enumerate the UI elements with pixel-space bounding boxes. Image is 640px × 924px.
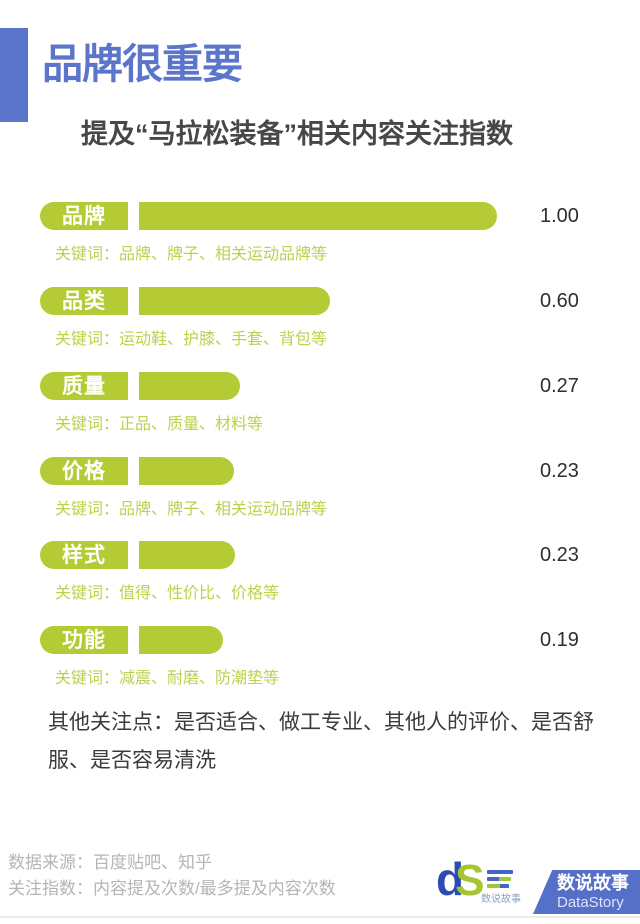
category-label: 品牌 bbox=[62, 204, 106, 228]
chart-title: 提及“马拉松装备”相关内容关注指数 bbox=[81, 119, 513, 149]
category-label: 功能 bbox=[62, 628, 106, 652]
category-pill: 价格 bbox=[40, 457, 128, 485]
value-bar bbox=[139, 541, 235, 569]
footer-notes: 数据来源：百度贴吧、知乎 关注指数：内容提及次数/最多提及内容次数 bbox=[8, 850, 336, 902]
chart-row-brand: 品牌 1.00 关键词：品牌、牌子、相关运动品牌等 bbox=[0, 202, 640, 272]
keywords-text: 关键词：品牌、牌子、相关运动品牌等 bbox=[55, 501, 328, 518]
brand-name-en: DataStory bbox=[557, 893, 624, 911]
value-label: 0.27 bbox=[540, 375, 579, 397]
logo-stripes-icon bbox=[487, 870, 513, 891]
value-bar bbox=[139, 202, 497, 230]
category-label: 价格 bbox=[62, 459, 106, 483]
logo-letter-s: S bbox=[455, 856, 485, 905]
keywords-text: 关键词：正品、质量、材料等 bbox=[55, 416, 264, 433]
datastory-logo-icon: dS bbox=[436, 856, 484, 903]
category-pill: 质量 bbox=[40, 372, 128, 400]
category-pill: 功能 bbox=[40, 626, 128, 654]
value-bar bbox=[139, 287, 330, 315]
chart-row-function: 功能 0.19 关键词：减震、耐磨、防潮垫等 bbox=[0, 626, 640, 696]
value-label: 0.23 bbox=[540, 460, 579, 482]
chart-row-style: 样式 0.23 关键词：值得、性价比、价格等 bbox=[0, 541, 640, 611]
category-label: 样式 bbox=[62, 543, 106, 567]
brand-banner: 数说故事 DataStory bbox=[533, 870, 640, 914]
data-source-text: 数据来源：百度贴吧、知乎 bbox=[8, 853, 212, 872]
keywords-text: 关键词：值得、性价比、价格等 bbox=[55, 585, 280, 602]
keywords-text: 关键词：减震、耐磨、防潮垫等 bbox=[55, 670, 280, 687]
attention-index-chart: 品牌 1.00 关键词：品牌、牌子、相关运动品牌等 品类 0.60 关键词：运动… bbox=[0, 202, 640, 696]
value-label: 0.23 bbox=[540, 544, 579, 566]
value-label: 0.60 bbox=[540, 290, 579, 312]
category-label: 质量 bbox=[62, 374, 106, 398]
category-pill: 品类 bbox=[40, 287, 128, 315]
category-label: 品类 bbox=[62, 289, 106, 313]
logo-letter-d: d bbox=[436, 853, 465, 905]
chart-row-price: 价格 0.23 关键词：品牌、牌子、相关运动品牌等 bbox=[0, 457, 640, 527]
category-pill: 品牌 bbox=[40, 202, 128, 230]
chart-row-category: 品类 0.60 关键词：运动鞋、护膝、手套、背包等 bbox=[0, 287, 640, 357]
brand-name-cn: 数说故事 bbox=[557, 873, 629, 893]
bottom-divider bbox=[0, 916, 640, 918]
page-title: 品牌很重要 bbox=[42, 41, 243, 87]
index-definition-text: 关注指数：内容提及次数/最多提及内容次数 bbox=[8, 879, 336, 898]
other-focus-note: 其他关注点：是否适合、做工专业、其他人的评价、是否舒服、是否容易清洗 bbox=[48, 711, 594, 772]
value-label: 0.19 bbox=[540, 629, 579, 651]
keywords-text: 关键词：品牌、牌子、相关运动品牌等 bbox=[55, 246, 328, 263]
value-bar bbox=[139, 626, 223, 654]
chart-row-quality: 质量 0.27 关键词：正品、质量、材料等 bbox=[0, 372, 640, 442]
value-label: 1.00 bbox=[540, 205, 579, 227]
title-accent-bar bbox=[0, 28, 28, 122]
logo-caption: 数说故事 bbox=[481, 894, 521, 905]
value-bar bbox=[139, 372, 240, 400]
category-pill: 样式 bbox=[40, 541, 128, 569]
value-bar bbox=[139, 457, 234, 485]
keywords-text: 关键词：运动鞋、护膝、手套、背包等 bbox=[55, 331, 328, 348]
datastory-logo: dS 数说故事 bbox=[436, 856, 532, 912]
